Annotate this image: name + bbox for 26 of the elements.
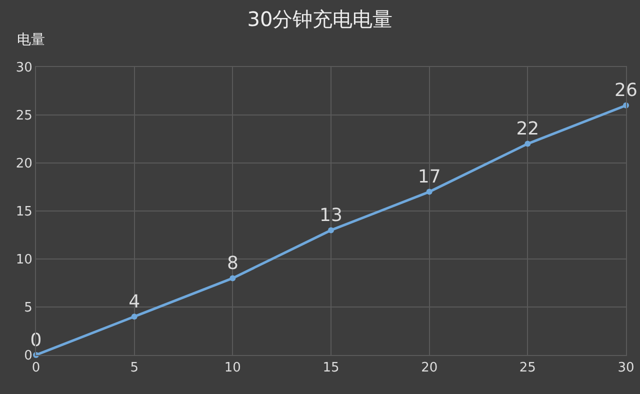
y-tick-label: 20 [16, 156, 32, 172]
data-label: 4 [128, 291, 140, 312]
y-tick-label: 0 [24, 348, 32, 364]
data-label: 13 [320, 204, 342, 226]
y-tick-label: 10 [16, 252, 32, 268]
x-tick-label: 30 [618, 360, 634, 376]
y-axis-title: 电量 [17, 32, 45, 48]
x-tick-label: 10 [224, 360, 241, 376]
y-tick-label: 15 [16, 204, 32, 220]
point [131, 314, 138, 320]
x-tick-label: 5 [130, 360, 138, 376]
y-tick-label: 30 [16, 60, 32, 76]
point [524, 140, 531, 147]
chart-title: 30分钟充电电量 [247, 6, 393, 31]
data-label: 8 [226, 252, 238, 274]
x-tick-label: 15 [322, 360, 340, 376]
y-tick-label: 5 [24, 300, 32, 316]
data-label: 26 [614, 80, 638, 102]
data-label: 17 [418, 166, 441, 188]
data-label: 22 [516, 118, 540, 140]
x-tick-label: 20 [421, 360, 438, 376]
point [426, 188, 432, 195]
point [230, 275, 236, 282]
point [328, 227, 334, 234]
x-tick-label: 25 [519, 360, 536, 376]
y-tick-label: 25 [16, 108, 32, 124]
